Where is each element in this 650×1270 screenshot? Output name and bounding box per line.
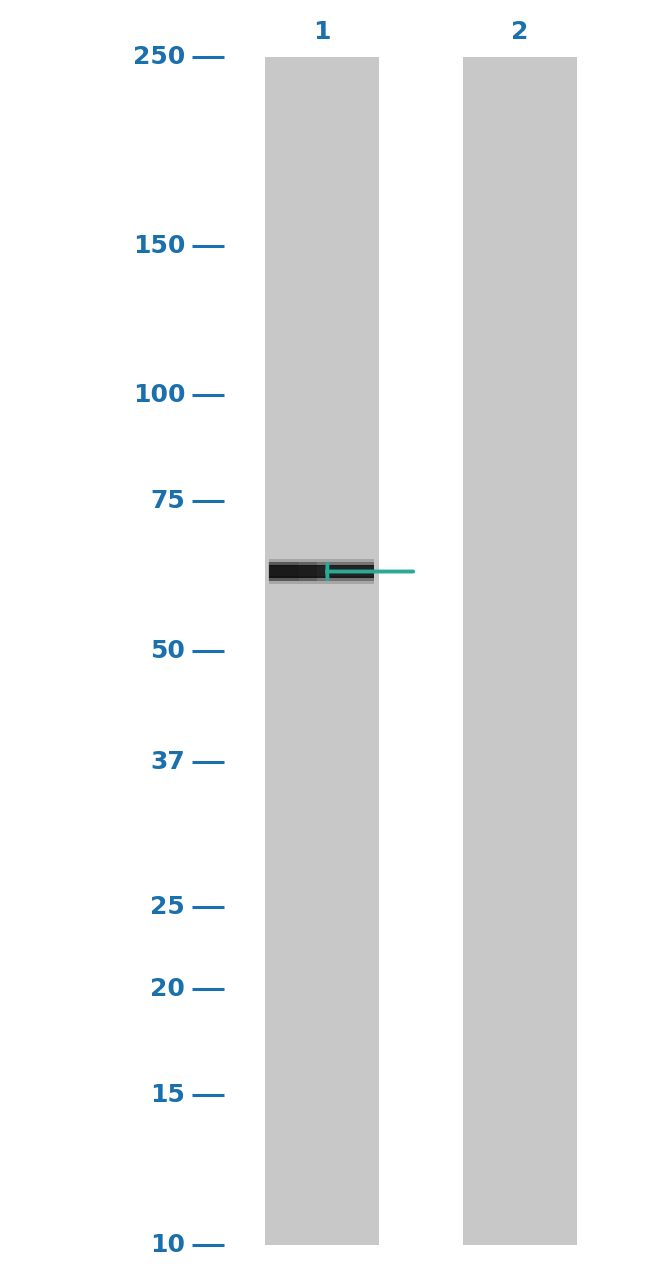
Text: 25: 25: [151, 894, 185, 918]
Bar: [268, 563, 299, 580]
Text: 37: 37: [151, 751, 185, 773]
Text: 15: 15: [150, 1083, 185, 1107]
Text: 100: 100: [133, 384, 185, 408]
Text: 250: 250: [133, 46, 185, 69]
Bar: [270, 561, 374, 565]
Bar: [265, 57, 378, 1245]
Text: 50: 50: [150, 639, 185, 663]
Text: 150: 150: [133, 234, 185, 258]
Text: 75: 75: [151, 489, 185, 513]
Text: 10: 10: [150, 1233, 185, 1256]
Text: 1: 1: [313, 20, 330, 43]
Bar: [270, 563, 317, 580]
Bar: [270, 565, 374, 578]
Bar: [270, 580, 374, 584]
Text: 20: 20: [150, 977, 185, 1001]
Text: 2: 2: [512, 20, 528, 43]
Bar: [270, 577, 374, 580]
Bar: [270, 559, 374, 563]
Bar: [463, 57, 577, 1245]
